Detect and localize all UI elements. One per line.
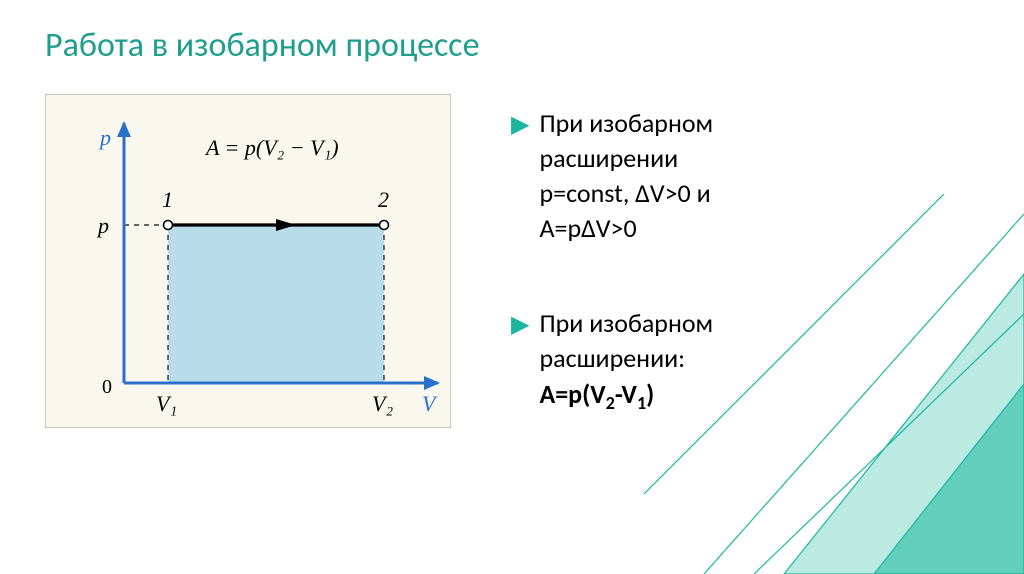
bullet-1: ▶ При изобарномрасширенииp=const, ΔV>0 и… xyxy=(511,106,979,246)
bullet-2-text: При изобарномрасширении:A=p(V2-V1) xyxy=(539,306,713,415)
bullet-column: ▶ При изобарномрасширенииp=const, ΔV>0 и… xyxy=(511,94,979,475)
svg-text:V: V xyxy=(422,391,438,416)
svg-text:p: p xyxy=(98,125,111,150)
svg-text:2: 2 xyxy=(378,187,389,212)
svg-text:A = p(V₂ − V₁): A = p(V₂ − V₁) xyxy=(204,135,339,160)
svg-text:V₂: V₂ xyxy=(372,391,393,416)
bullet-marker-icon: ▶ xyxy=(511,310,529,339)
bullet-marker-icon: ▶ xyxy=(511,110,529,139)
isobaric-diagram: A = p(V₂ − V₁) 1 2 p 0 V₁ V₂ p V xyxy=(45,94,451,428)
pv-chart-svg: A = p(V₂ − V₁) 1 2 p 0 V₁ V₂ p V xyxy=(56,105,442,419)
bullet-1-text: При изобарномрасширенииp=const, ΔV>0 иA=… xyxy=(539,106,713,246)
slide-title: Работа в изобарном процессе xyxy=(45,25,979,66)
svg-text:p: p xyxy=(96,213,109,238)
bullet-2: ▶ При изобарномрасширении:A=p(V2-V1) xyxy=(511,306,979,415)
svg-text:0: 0 xyxy=(102,376,112,398)
svg-text:1: 1 xyxy=(162,187,173,212)
svg-text:V₁: V₁ xyxy=(156,391,177,416)
